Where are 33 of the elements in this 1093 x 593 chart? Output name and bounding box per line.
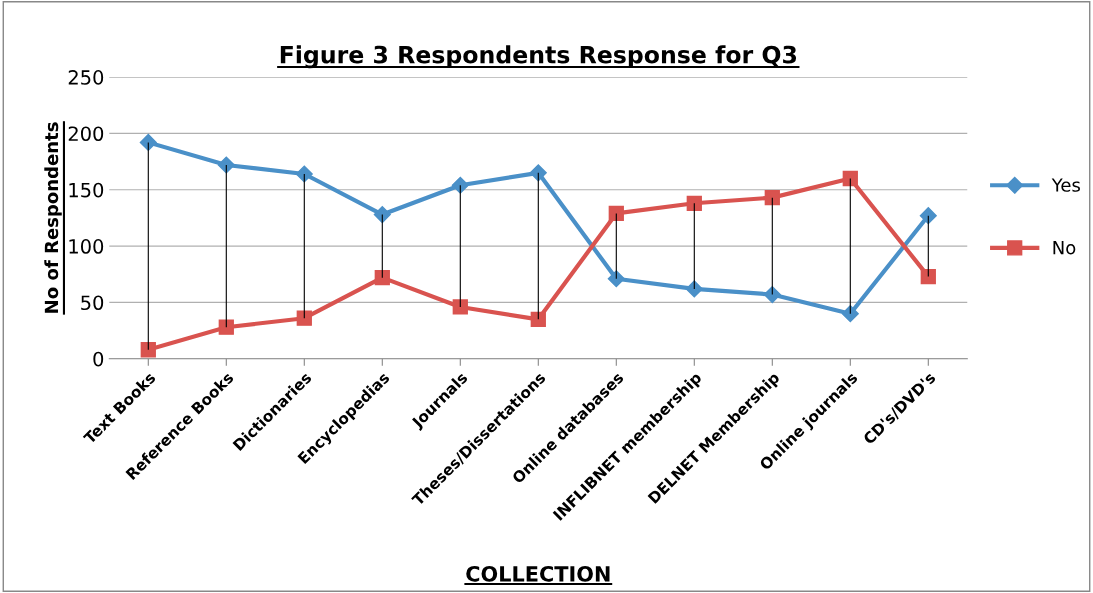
point (685, 280, 703, 298)
point (764, 190, 780, 206)
y-tick-label: 250 (68, 70, 104, 85)
point (373, 205, 391, 224)
point (218, 319, 234, 335)
legend-label: No (1053, 241, 1076, 255)
chart-title: Figure 3 Respondents Response for Q3 (280, 45, 797, 69)
point (374, 270, 390, 286)
y-tick-label: 0 (93, 351, 104, 367)
point (529, 164, 547, 182)
y-tick-label: 100 (69, 239, 104, 254)
point (451, 176, 469, 194)
point (296, 310, 312, 326)
y-tick-label: 200 (68, 126, 104, 142)
point (842, 170, 858, 187)
point (217, 156, 235, 174)
point (763, 285, 781, 304)
point (140, 342, 156, 358)
point (607, 270, 625, 288)
point (608, 205, 624, 222)
point (139, 133, 157, 151)
y-axis-title: No of Respondents (44, 122, 62, 313)
y-tick-label: 150 (69, 182, 104, 198)
point (530, 311, 546, 327)
point (452, 299, 468, 315)
point (295, 165, 313, 183)
point (686, 195, 702, 211)
point (919, 207, 937, 225)
legend-label: Yes (1051, 178, 1080, 192)
point (920, 268, 936, 285)
x-axis-title: COLLECTION (466, 565, 610, 582)
point (841, 305, 859, 323)
y-tick-label: 50 (81, 295, 104, 311)
